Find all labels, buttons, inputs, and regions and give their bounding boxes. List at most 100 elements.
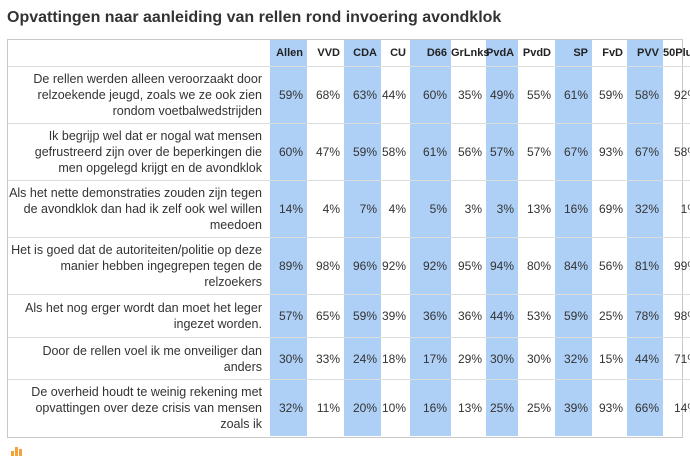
cell-vvd: 65%	[307, 294, 344, 338]
cell-sp: 61%	[555, 66, 592, 124]
row-statement: De rellen werden alleen veroorzaakt door…	[8, 66, 270, 124]
row-statement: Als het nette demonstraties zouden zijn …	[8, 180, 270, 238]
cell-d66: 36%	[410, 294, 451, 338]
cell-allen: 89%	[270, 237, 307, 295]
table-row: Als het nog erger wordt dan moet het leg…	[8, 294, 690, 338]
row-statement: Het is goed dat de autoriteiten/politie …	[8, 237, 270, 295]
cell-50plus: 98%	[663, 294, 690, 338]
cell-allen: 32%	[270, 379, 307, 436]
cell-pvda: 3%	[486, 180, 518, 238]
cell-d66: 5%	[410, 180, 451, 238]
header-statement	[8, 40, 270, 67]
cell-sp: 67%	[555, 123, 592, 181]
cell-allen: 60%	[270, 123, 307, 181]
column-header-d66: D66	[410, 40, 451, 67]
cell-vvd: 68%	[307, 66, 344, 124]
row-statement: De overheid houdt te weinig rekening met…	[8, 379, 270, 436]
cell-cda: 59%	[344, 294, 381, 338]
cell-d66: 61%	[410, 123, 451, 181]
cell-pvdd: 55%	[518, 66, 555, 124]
cell-50plus: 58%	[663, 123, 690, 181]
cell-pvv: 32%	[627, 180, 663, 238]
chart-title: Opvattingen naar aanleiding van rellen r…	[7, 9, 502, 26]
cell-pvv: 58%	[627, 66, 663, 124]
cell-cda: 24%	[344, 337, 381, 380]
cell-fvd: 69%	[592, 180, 627, 238]
cell-pvv: 66%	[627, 379, 663, 436]
cell-grlnks: 36%	[451, 294, 486, 338]
column-header-cda: CDA	[344, 40, 381, 67]
column-header-cu: CU	[390, 47, 406, 59]
column-header-pvdd: PvdD	[522, 47, 551, 59]
cell-50plus: 1%	[663, 180, 690, 238]
cell-cu: 44%	[381, 66, 410, 124]
column-header-grlnks: GrLnks	[451, 47, 490, 59]
column-header-pvda: PvdA	[486, 40, 518, 67]
cell-fvd: 93%	[592, 379, 627, 436]
table-row: De rellen werden alleen veroorzaakt door…	[8, 66, 690, 124]
row-statement: Ik begrijp wel dat er nogal wat mensen g…	[8, 123, 270, 181]
table-body: De rellen werden alleen veroorzaakt door…	[8, 66, 690, 436]
cell-pvv: 78%	[627, 294, 663, 338]
cell-pvdd: 57%	[518, 123, 555, 181]
cell-vvd: 47%	[307, 123, 344, 181]
cell-fvd: 59%	[592, 66, 627, 124]
cell-50plus: 99%	[663, 237, 690, 295]
cell-vvd: 98%	[307, 237, 344, 295]
data-table-container: Allen VVD CDA CU D66 GrLnks PvdA PvdD SP FvD PVV 50…	[7, 39, 690, 438]
cell-sp: 59%	[555, 294, 592, 338]
cell-50plus: 92%	[663, 66, 690, 124]
column-header-sp: SP	[555, 40, 592, 67]
cell-pvv: 44%	[627, 337, 663, 380]
cell-pvda: 57%	[486, 123, 518, 181]
table-row: Ik begrijp wel dat er nogal wat mensen g…	[8, 123, 690, 181]
data-table: Allen VVD CDA CU D66 GrLnks PvdA PvdD SP FvD PVV 50…	[8, 40, 690, 436]
cell-pvdd: 80%	[518, 237, 555, 295]
cell-pvda: 49%	[486, 66, 518, 124]
cell-grlnks: 3%	[451, 180, 486, 238]
column-header-pvv: PVV	[627, 40, 663, 67]
cell-grlnks: 13%	[451, 379, 486, 436]
cell-pvv: 81%	[627, 237, 663, 295]
cell-grlnks: 29%	[451, 337, 486, 380]
cell-cda: 59%	[344, 123, 381, 181]
cell-pvv: 67%	[627, 123, 663, 181]
cell-pvda: 44%	[486, 294, 518, 338]
cell-sp: 16%	[555, 180, 592, 238]
cell-cu: 39%	[381, 294, 410, 338]
cell-cda: 63%	[344, 66, 381, 124]
cell-fvd: 15%	[592, 337, 627, 380]
table-row: Als het nette demonstraties zouden zijn …	[8, 180, 690, 238]
cell-vvd: 4%	[307, 180, 344, 238]
chart-logo-icon	[11, 442, 27, 460]
cell-sp: 32%	[555, 337, 592, 380]
row-statement: Door de rellen voel ik me onveiliger dan…	[8, 337, 270, 380]
cell-grlnks: 56%	[451, 123, 486, 181]
cell-cu: 10%	[381, 379, 410, 436]
cell-fvd: 93%	[592, 123, 627, 181]
cell-allen: 14%	[270, 180, 307, 238]
cell-d66: 92%	[410, 237, 451, 295]
column-header-vvd: VVD	[317, 47, 340, 59]
cell-50plus: 71%	[663, 337, 690, 380]
table-row: De overheid houdt te weinig rekening met…	[8, 379, 690, 436]
cell-cu: 58%	[381, 123, 410, 181]
cell-allen: 57%	[270, 294, 307, 338]
cell-vvd: 33%	[307, 337, 344, 380]
table-row: Het is goed dat de autoriteiten/politie …	[8, 237, 690, 295]
cell-sp: 84%	[555, 237, 592, 295]
cell-d66: 60%	[410, 66, 451, 124]
cell-pvdd: 25%	[518, 379, 555, 436]
cell-vvd: 11%	[307, 379, 344, 436]
cell-grlnks: 35%	[451, 66, 486, 124]
cell-fvd: 56%	[592, 237, 627, 295]
row-statement: Als het nog erger wordt dan moet het leg…	[8, 294, 270, 338]
header-row: Allen VVD CDA CU D66 GrLnks PvdA PvdD SP FvD PVV 50…	[8, 40, 690, 67]
cell-cu: 92%	[381, 237, 410, 295]
cell-cu: 18%	[381, 337, 410, 380]
cell-allen: 59%	[270, 66, 307, 124]
cell-d66: 17%	[410, 337, 451, 380]
cell-sp: 39%	[555, 379, 592, 436]
cell-cu: 4%	[381, 180, 410, 238]
table-row: Door de rellen voel ik me onveiliger dan…	[8, 337, 690, 380]
